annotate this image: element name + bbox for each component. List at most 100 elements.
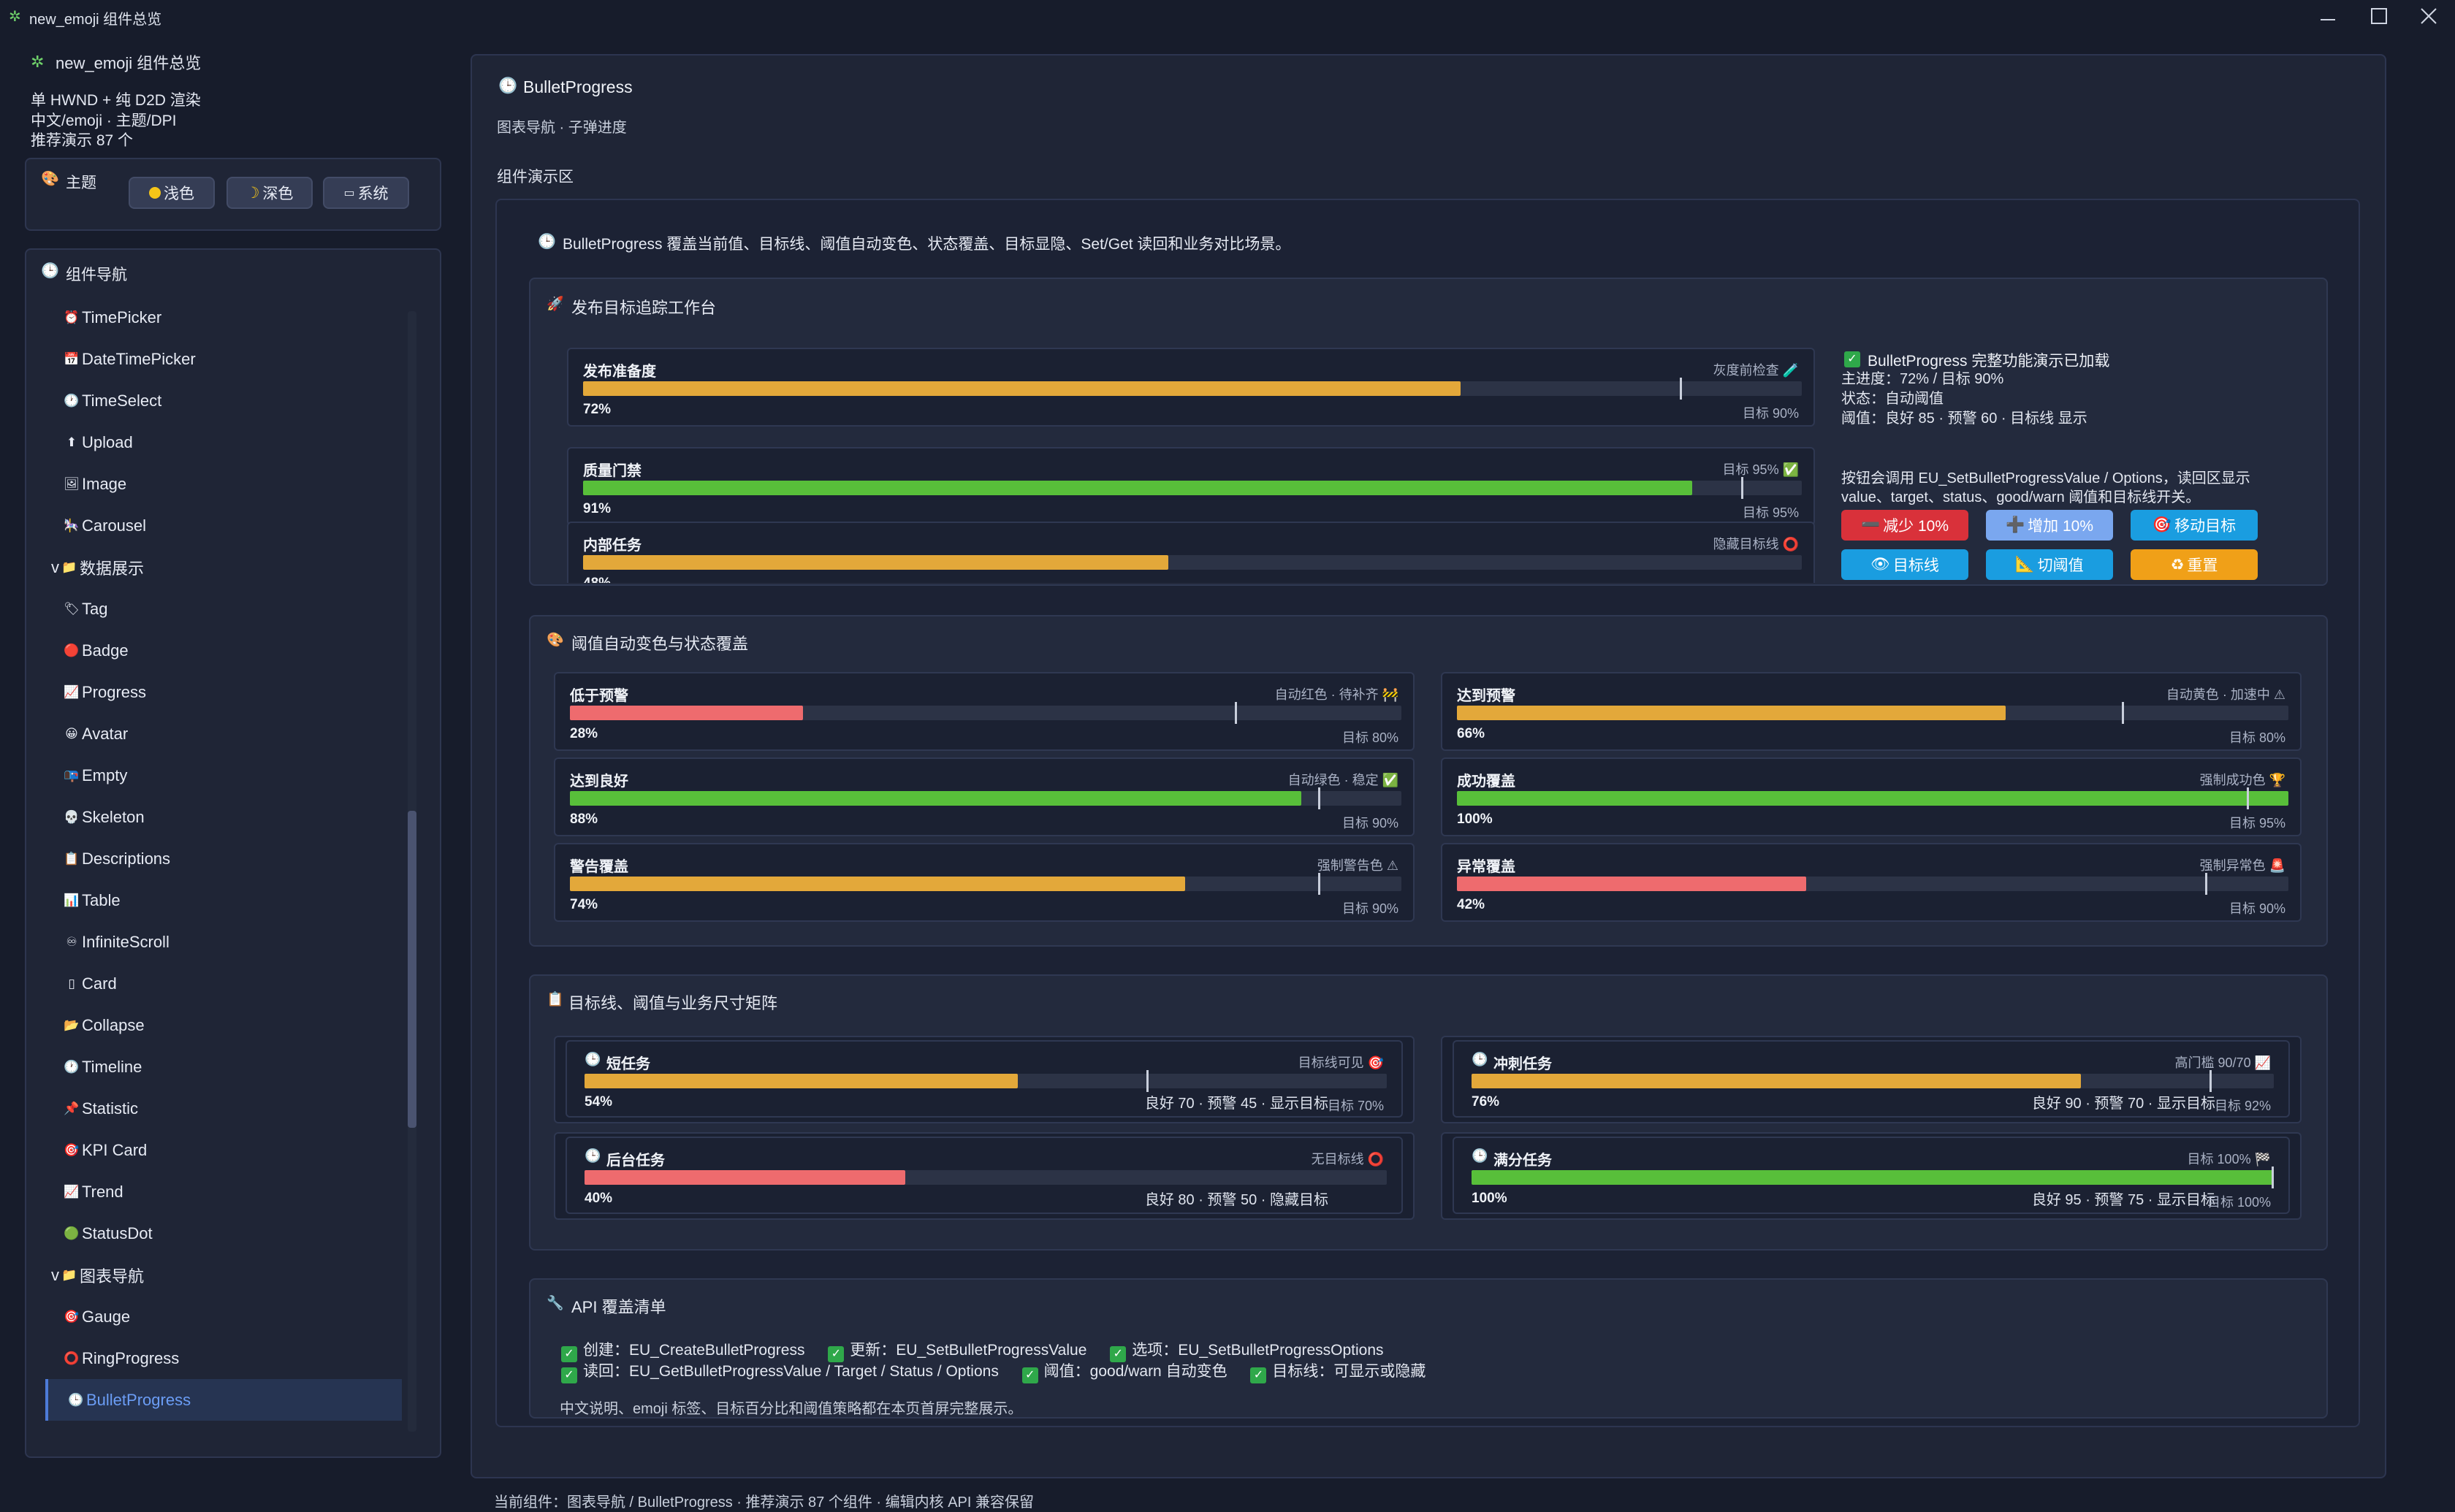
bullet-target-line xyxy=(1680,378,1683,400)
decrease-button[interactable]: ➖ 减少 10% xyxy=(1841,510,1968,541)
sidebar-item-13[interactable]: 📋 Descriptions xyxy=(63,838,170,879)
move-target-button[interactable]: 🎯 移动目标 xyxy=(2131,510,2258,541)
nav-scrollbar[interactable] xyxy=(408,311,416,1432)
sidebar-item-19[interactable]: 📌 Statistic xyxy=(63,1088,138,1129)
monitor-icon: ▭ xyxy=(343,187,355,199)
sidebar-item-10[interactable]: 😀 Avatar xyxy=(63,713,128,755)
sidebar-item-14[interactable]: 📊 Table xyxy=(63,879,121,921)
workbench-hint: 按钮会调用 EU_SetBulletProgressValue / Option… xyxy=(1841,470,2250,505)
theme-dark-label: 深色 xyxy=(262,186,294,202)
bullet-target-line xyxy=(2210,1070,2212,1092)
nav-item-label: TimeSelect xyxy=(82,391,162,410)
api-row-2: ✓ 读回：EU_GetBulletProgressValue / Target /… xyxy=(561,1359,1426,1383)
sidebar-item-18[interactable]: 🕐 Timeline xyxy=(63,1046,142,1088)
bullet-track xyxy=(585,1070,1387,1092)
bullet-progress-card: 🕒 后台任务 无目标线 ⭕ 40% 良好 80 · 预警 50 · 隐藏目标 xyxy=(566,1137,1403,1214)
bullet-tag: 无目标线 ⭕ xyxy=(1311,1152,1384,1167)
nav-item-label: Trend xyxy=(82,1182,123,1201)
theme-light-label: 浅色 xyxy=(164,186,194,202)
bullet-track xyxy=(585,1170,1387,1185)
nav-item-label: StatusDot xyxy=(82,1223,153,1242)
nav-item-label: BulletProgress xyxy=(86,1390,191,1409)
nav-item-icon: 🔴 xyxy=(64,643,80,657)
sidebar-item-5[interactable]: 🎠 Carousel xyxy=(63,505,146,546)
nav-item-icon: 📈 xyxy=(64,684,80,699)
sidebar-item-2[interactable]: 🕐 TimeSelect xyxy=(63,380,161,421)
api-note: 中文说明、emoji 标签、目标百分比和阈值策略都在本页首屏完整展示。 xyxy=(560,1401,1023,1417)
clock-icon: 🕒 xyxy=(585,1052,601,1066)
bullet-tag: 强制异常色 🚨 xyxy=(2199,858,2285,873)
sidebar-item-17[interactable]: 📂 Collapse xyxy=(63,1004,144,1046)
bullet-progress-card: 🕒 短任务 目标线可见 🎯 54% 良好 70 · 预警 45 · 显示目标 目标 70% xyxy=(566,1040,1403,1118)
bullet-label: 达到良好 xyxy=(570,774,628,790)
sidebar-item-12[interactable]: 💀 Skeleton xyxy=(63,796,144,838)
theme-light-button[interactable]: 浅色 xyxy=(129,177,215,209)
moon-icon: ☽ xyxy=(246,184,260,202)
sidebar-info-3: 推荐演示 87 个 xyxy=(31,132,134,149)
bullet-rule: 良好 95 · 预警 75 · 显示目标 xyxy=(2031,1192,2215,1208)
nav-scrollbar-thumb[interactable] xyxy=(408,811,416,1128)
bullet-progress-card: 发布准备度 灰度前检查 🧪 72% 目标 90% xyxy=(567,348,1815,427)
clock-icon: 🕒 xyxy=(41,263,59,279)
nav-item-icon: 📁 xyxy=(61,1267,77,1282)
theme-dark-button[interactable]: ☽ 深色 xyxy=(227,177,313,209)
sidebar-item-9[interactable]: 📈 Progress xyxy=(63,671,146,713)
increase-button[interactable]: ➕ 增加 10% xyxy=(1986,510,2113,541)
sidebar-item-4[interactable]: 🖼 Image xyxy=(63,463,126,505)
sidebar-item-25[interactable]: ⭕ RingProgress xyxy=(63,1337,179,1379)
reset-label: 重置 xyxy=(2187,557,2218,574)
bullet-fill xyxy=(1457,877,1806,891)
bullet-fill xyxy=(583,381,1461,396)
sidebar-item-24[interactable]: 🎯 Gauge xyxy=(63,1296,130,1337)
clock-icon: 🕒 xyxy=(1472,1148,1488,1163)
toggle-target-line-button[interactable]: 👁 目标线 xyxy=(1841,549,1968,580)
sidebar-item-0[interactable]: ⏰ TimePicker xyxy=(63,297,161,338)
bullet-percent: 91% xyxy=(583,501,612,516)
reset-button[interactable]: ♻ 重置 xyxy=(2131,549,2258,580)
ruler-icon: 📐 xyxy=(2015,556,2035,573)
nav-item-label: Table xyxy=(82,890,121,909)
nav-item-icon: 🕐 xyxy=(64,1059,80,1074)
bullet-fill xyxy=(1457,791,2288,806)
clock-icon: 🕒 xyxy=(1472,1052,1488,1066)
sidebar-item-20[interactable]: 🎯 KPI Card xyxy=(63,1129,147,1171)
bullet-target-line xyxy=(1318,787,1321,809)
move-target-label: 移动目标 xyxy=(2174,518,2237,535)
sidebar-item-16[interactable]: ▯ Card xyxy=(63,963,116,1004)
bullet-label: 低于预警 xyxy=(570,688,628,704)
bullet-fill xyxy=(570,791,1302,806)
bullet-percent: 42% xyxy=(1457,897,1485,912)
bullet-tag: 强制警告色 ⚠ xyxy=(1317,858,1398,873)
sidebar-item-8[interactable]: 🔴 Badge xyxy=(63,630,128,671)
sidebar-item-15[interactable]: ♾ InfiniteScroll xyxy=(63,921,169,963)
nav-item-icon: 📌 xyxy=(64,1101,80,1115)
sidebar-item-22[interactable]: 🟢 StatusDot xyxy=(63,1213,153,1254)
bullet-target-line xyxy=(1740,477,1743,499)
minimize-button[interactable] xyxy=(2306,3,2350,29)
sidebar-item-21[interactable]: 📈 Trend xyxy=(63,1171,123,1213)
maximize-button[interactable] xyxy=(2357,3,2401,29)
api-create: 创建：EU_CreateBulletProgress xyxy=(583,1342,805,1359)
bullet-track xyxy=(1457,873,2288,895)
bullet-fill xyxy=(570,706,803,720)
sidebar-item-3[interactable]: ⬆ Upload xyxy=(63,421,133,463)
bullet-percent: 100% xyxy=(1457,812,1493,827)
clock-icon: 🕒 xyxy=(585,1148,601,1163)
sidebar-item-11[interactable]: 📭 Empty xyxy=(63,755,127,796)
bullet-percent: 48% xyxy=(583,576,611,583)
switch-threshold-button[interactable]: 📐 切阈值 xyxy=(1986,549,2113,580)
close-button[interactable] xyxy=(2407,3,2451,29)
nav-group-23[interactable]: v 📁 图表导航 xyxy=(51,1254,144,1296)
nav-title: 组件导航 xyxy=(66,267,127,283)
sidebar-item-7[interactable]: 🏷 Tag xyxy=(63,588,107,630)
bullet-track xyxy=(1472,1167,2274,1188)
nav-group-6[interactable]: v 📁 数据展示 xyxy=(51,546,144,588)
sidebar-item-26[interactable]: 🕒 BulletProgress xyxy=(45,1379,402,1421)
page-clock-icon: 🕒 xyxy=(498,77,518,94)
bullet-progress-card: 警告覆盖 强制警告色 ⚠ 74% 目标 90% xyxy=(554,843,1415,922)
theme-system-button[interactable]: ▭ 系统 xyxy=(323,177,409,209)
bullet-track xyxy=(583,477,1802,499)
nav-item-label: 图表导航 xyxy=(80,1267,145,1286)
status-line-threshold: 阈值：良好 85 · 预警 60 · 目标线 显示 xyxy=(1841,411,2087,427)
sidebar-item-1[interactable]: 📅 DateTimePicker xyxy=(63,338,195,380)
